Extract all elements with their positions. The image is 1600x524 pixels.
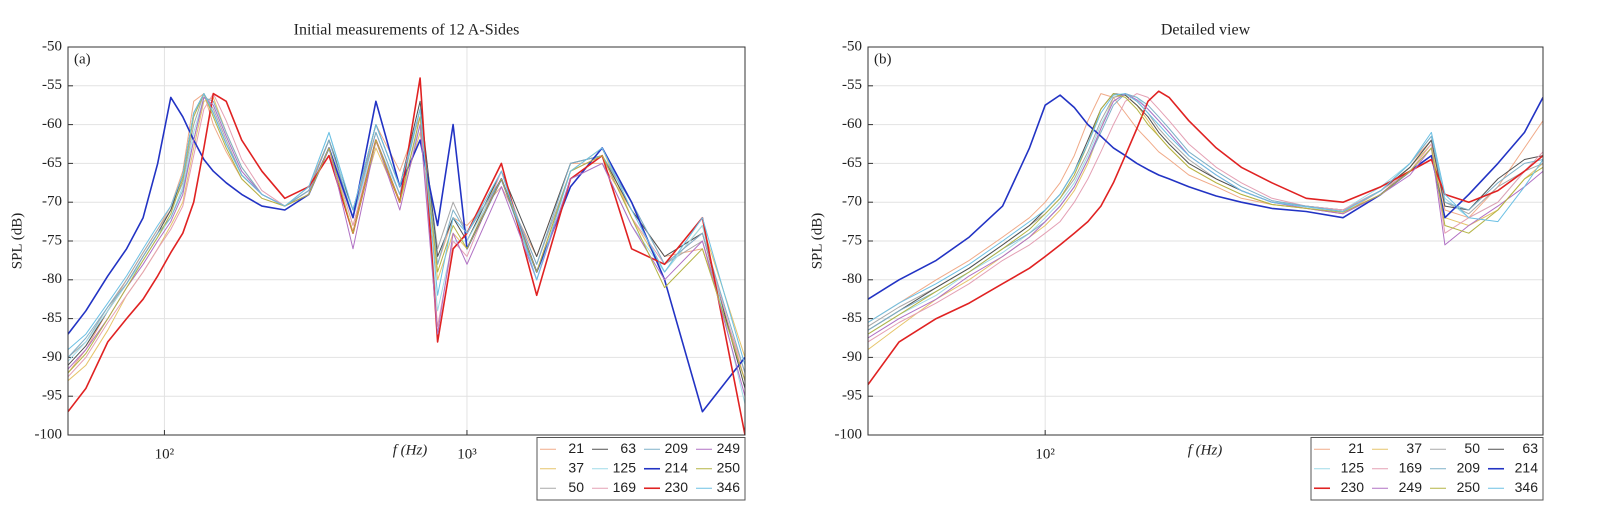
legend-label: 209 — [1457, 459, 1481, 475]
y-axis-label: SPL (dB) — [809, 213, 825, 270]
panel-label: (a) — [74, 51, 91, 67]
axes-frame — [67, 46, 746, 436]
legend-label: 214 — [1515, 459, 1539, 475]
series-group — [68, 77, 745, 435]
y-tick-label: -80 — [42, 271, 62, 287]
y-tick-label: -80 — [842, 271, 862, 287]
y-tick-label: -65 — [42, 155, 62, 171]
y-tick-label: -100 — [35, 426, 63, 442]
y-tick-label: -75 — [42, 232, 62, 248]
series-line — [868, 94, 1543, 300]
y-tick-label: -90 — [42, 349, 62, 365]
axes-frame — [867, 46, 1544, 436]
y-tick-label: -95 — [842, 388, 862, 404]
x-tick-label: 10³ — [457, 446, 477, 462]
x-axis-label: f (Hz) — [393, 442, 428, 458]
y-tick-label: -50 — [842, 38, 862, 54]
y-tick-label: -100 — [835, 426, 863, 442]
legend-label: 249 — [717, 440, 741, 456]
series-line — [868, 93, 1543, 323]
y-tick-label: -65 — [842, 155, 862, 171]
legend-label: 169 — [613, 479, 637, 495]
legend-label: 250 — [1457, 479, 1481, 495]
legend-label: 346 — [1515, 479, 1539, 495]
x-axis-label: f (Hz) — [1188, 442, 1223, 458]
y-tick-label: -70 — [42, 194, 62, 210]
legend-label: 63 — [620, 440, 636, 456]
legend-label: 37 — [568, 459, 584, 475]
panel-label: (b) — [874, 51, 892, 67]
series-line — [868, 93, 1543, 335]
series-line — [868, 93, 1543, 343]
legend-label: 250 — [717, 459, 741, 475]
legend-label: 50 — [568, 479, 584, 495]
y-tick-label: -95 — [42, 388, 62, 404]
y-axis-label: SPL (dB) — [9, 213, 25, 270]
legend-label: 125 — [613, 459, 637, 475]
series-line — [68, 93, 745, 366]
y-tick-label: -85 — [842, 310, 862, 326]
y-tick-label: -90 — [842, 349, 862, 365]
y-tick-label: -60 — [42, 116, 62, 132]
y-tick-label: -85 — [42, 310, 62, 326]
x-tick-label: 10² — [1035, 446, 1055, 462]
legend-label: 21 — [1348, 440, 1364, 456]
legend-box — [1310, 437, 1544, 501]
panel: -50 -55 -60 -65 -70 -75 -80 -85 -90 -95 -100 10² 10³… — [9, 22, 746, 501]
y-tick-label: -55 — [42, 77, 62, 93]
legend-label: 63 — [1522, 440, 1538, 456]
y-tick-label: -70 — [842, 194, 862, 210]
series-line — [868, 90, 1543, 386]
legend-label: 214 — [665, 459, 689, 475]
y-tick-label: -75 — [842, 232, 862, 248]
chart-title: Detailed view — [1161, 22, 1251, 39]
series-line — [868, 93, 1543, 331]
legend-label: 249 — [1399, 479, 1423, 495]
legend-label: 37 — [1406, 440, 1422, 456]
legend-label: 209 — [665, 440, 689, 456]
x-tick-label: 10² — [155, 446, 175, 462]
series-line — [68, 96, 745, 374]
legend-label: 169 — [1399, 459, 1423, 475]
y-tick-label: -60 — [842, 116, 862, 132]
legend-label: 125 — [1341, 459, 1365, 475]
legend-label: 21 — [568, 440, 584, 456]
panel: -50 -55 -60 -65 -70 -75 -80 -85 -90 -95 -100 10² Det… — [809, 22, 1544, 501]
series-line — [868, 93, 1543, 331]
chart-title: Initial measurements of 12 A-Sides — [294, 22, 520, 39]
y-tick-label: -50 — [42, 38, 62, 54]
legend-label: 230 — [665, 479, 689, 495]
legend-label: 346 — [717, 479, 741, 495]
legend-label: 230 — [1341, 479, 1365, 495]
y-tick-label: -55 — [842, 77, 862, 93]
legend: 21 37 50 63 125 169 209 214 230 249 250 346 — [536, 437, 746, 501]
series-group — [868, 90, 1543, 386]
legend: 21 37 50 63 125 169 209 214 230 249 250 346 — [1310, 437, 1544, 501]
legend-label: 50 — [1464, 440, 1480, 456]
